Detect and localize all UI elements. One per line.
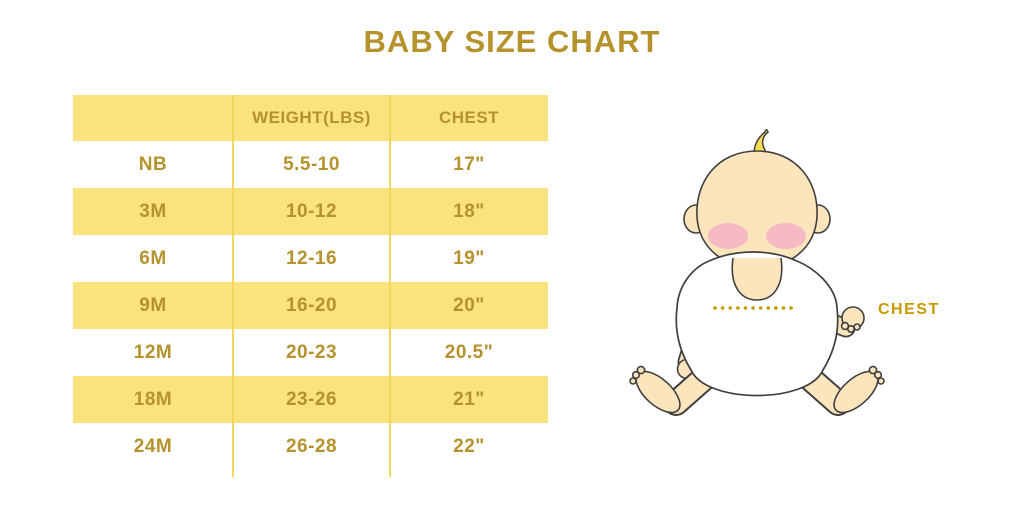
table-rows: NB 5.5-10 17" 3M 10-12 18" 6M 12-16 19" 9M 16-20 20… xyxy=(73,141,548,470)
chest-cell: 17" xyxy=(453,153,485,175)
column-header: WEIGHT(LBS) xyxy=(252,108,371,127)
column-header: CHEST xyxy=(438,108,500,127)
size-cell: 12M xyxy=(133,341,173,363)
weight-cell: 16-20 xyxy=(285,294,338,316)
chest-cell: 18" xyxy=(453,200,485,222)
size-cell: 18M xyxy=(133,388,173,410)
weight-cell: 10-12 xyxy=(285,200,338,222)
table-row: 24M 26-28 22" xyxy=(73,423,548,470)
size-cell: NB xyxy=(138,153,168,175)
baby-fist-right xyxy=(840,306,865,334)
table-row: 9M 16-20 20" xyxy=(73,282,548,329)
weight-cell: 23-26 xyxy=(285,388,338,410)
table-header-row: WEIGHT(LBS) CHEST xyxy=(73,95,548,141)
size-cell: 9M xyxy=(139,294,167,316)
baby-onesie xyxy=(675,251,839,397)
size-cell: 3M xyxy=(139,200,167,222)
weight-cell: 26-28 xyxy=(285,435,338,457)
column-divider xyxy=(232,95,234,477)
chest-cell: 22" xyxy=(453,435,485,457)
weight-cell: 20-23 xyxy=(285,341,338,363)
table-row: 6M 12-16 19" xyxy=(73,235,548,282)
column-divider xyxy=(389,95,391,477)
chest-cell: 20" xyxy=(453,294,485,316)
size-cell: 24M xyxy=(133,435,173,457)
size-table: WEIGHT(LBS) CHEST NB 5.5-10 17" 3M 10-12 18" 6M… xyxy=(73,95,548,477)
column-header xyxy=(73,95,233,141)
chest-cell: 21" xyxy=(453,388,485,410)
baby-neck xyxy=(731,257,783,301)
chest-cell: 20.5" xyxy=(444,341,494,363)
chest-cell: 19" xyxy=(453,247,485,269)
baby-sitting-icon xyxy=(629,129,885,416)
weight-cell: 5.5-10 xyxy=(283,153,340,175)
baby-cheek-right xyxy=(766,223,806,249)
page-title: BABY SIZE CHART xyxy=(363,24,661,59)
baby-cheek-left xyxy=(708,223,748,249)
table-row: 3M 10-12 18" xyxy=(73,188,548,235)
weight-cell: 12-16 xyxy=(285,247,338,269)
baby-head xyxy=(696,150,818,269)
chest-label: CHEST xyxy=(878,301,940,318)
table-row: 18M 23-26 21" xyxy=(73,376,548,423)
baby-foot-right xyxy=(833,365,885,414)
baby-foot-left xyxy=(629,365,681,414)
size-cell: 6M xyxy=(139,247,167,269)
table-row: 12M 20-23 20.5" xyxy=(73,329,548,376)
table-row: NB 5.5-10 17" xyxy=(73,141,548,188)
